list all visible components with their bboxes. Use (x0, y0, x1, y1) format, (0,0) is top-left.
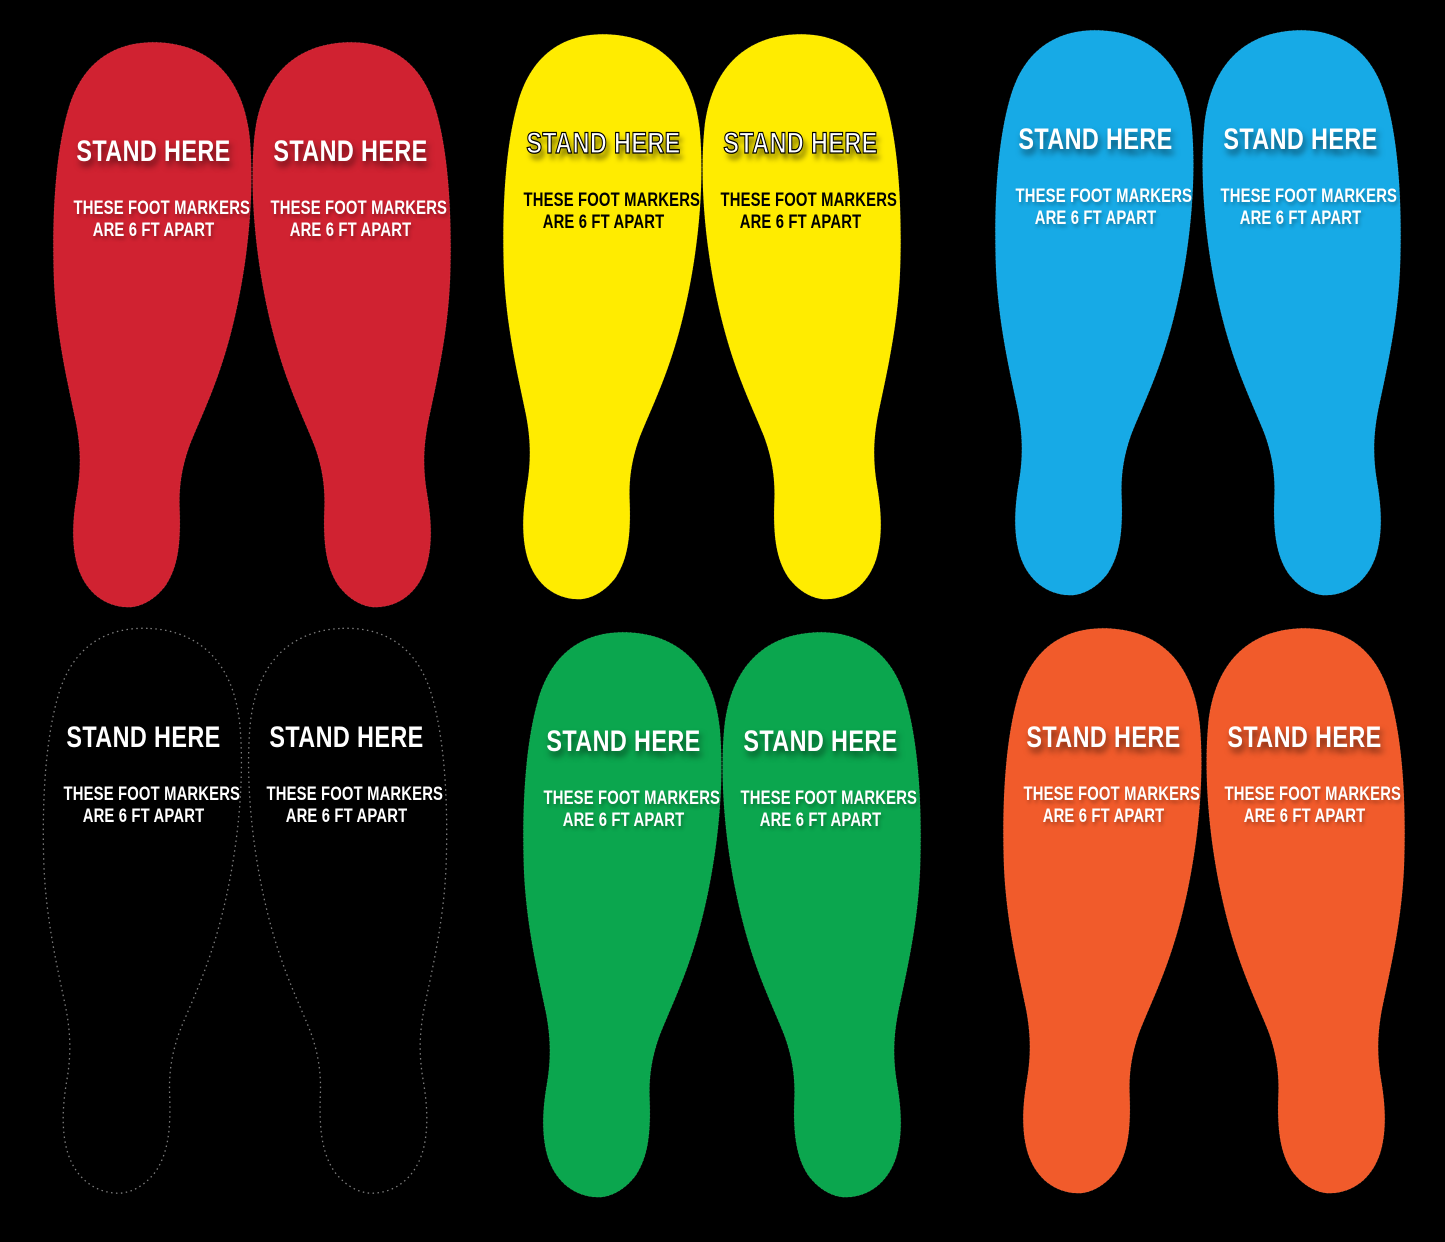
footprint-pair-green: STAND HERE THESE FOOT MARKERS ARE 6 FT A… (501, 626, 943, 1206)
footprint-left: STAND HERE THESE FOOT MARKERS ARE 6 FT A… (31, 36, 260, 614)
footprint-right: STAND HERE THESE FOOT MARKERS ARE 6 FT A… (239, 622, 469, 1200)
footprint-right: STAND HERE THESE FOOT MARKERS ARE 6 FT A… (714, 626, 943, 1204)
foot-silhouette-icon (1198, 622, 1427, 1200)
foot-silhouette-icon (31, 36, 260, 614)
foot-silhouette-icon (239, 622, 469, 1200)
foot-silhouette-icon (501, 626, 730, 1204)
footprint-right: STAND HERE THESE FOOT MARKERS ARE 6 FT A… (1194, 24, 1423, 602)
footprint-right: STAND HERE THESE FOOT MARKERS ARE 6 FT A… (1198, 622, 1427, 1200)
footprint-right: STAND HERE THESE FOOT MARKERS ARE 6 FT A… (694, 28, 923, 606)
footprint-pair-orange: STAND HERE THESE FOOT MARKERS ARE 6 FT A… (981, 622, 1427, 1202)
foot-silhouette-icon (1194, 24, 1423, 602)
footprint-left: STAND HERE THESE FOOT MARKERS ARE 6 FT A… (501, 626, 730, 1204)
footprint-pair-red: STAND HERE THESE FOOT MARKERS ARE 6 FT A… (31, 36, 473, 616)
footprint-left: STAND HERE THESE FOOT MARKERS ARE 6 FT A… (973, 24, 1202, 602)
footprint-left: STAND HERE THESE FOOT MARKERS ARE 6 FT A… (981, 622, 1210, 1200)
foot-silhouette-icon (694, 28, 923, 606)
footprint-pair-black: STAND HERE THESE FOOT MARKERS ARE 6 FT A… (21, 622, 469, 1202)
foot-silhouette-icon (981, 622, 1210, 1200)
footprint-left: STAND HERE THESE FOOT MARKERS ARE 6 FT A… (481, 28, 710, 606)
foot-silhouette-icon (973, 24, 1202, 602)
footprint-right: STAND HERE THESE FOOT MARKERS ARE 6 FT A… (244, 36, 473, 614)
footprint-pair-yellow: STAND HERE THESE FOOT MARKERS ARE 6 FT A… (481, 28, 923, 608)
foot-silhouette-icon (244, 36, 473, 614)
footprint-pair-blue: STAND HERE THESE FOOT MARKERS ARE 6 FT A… (973, 24, 1423, 604)
foot-silhouette-icon (21, 622, 251, 1200)
footprint-left: STAND HERE THESE FOOT MARKERS ARE 6 FT A… (21, 622, 251, 1200)
foot-silhouette-icon (714, 626, 943, 1204)
foot-silhouette-icon (481, 28, 710, 606)
